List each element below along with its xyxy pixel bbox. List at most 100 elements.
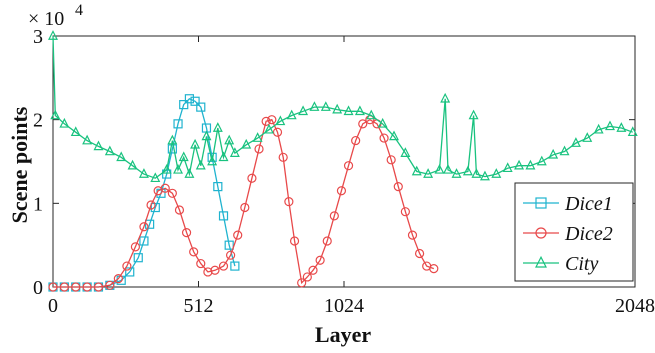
data-point [203, 267, 213, 277]
data-point [423, 168, 434, 178]
data-point [59, 282, 69, 292]
data-point [71, 282, 81, 292]
data-point [59, 117, 70, 128]
data-point [240, 202, 250, 213]
data-point [173, 119, 183, 129]
series-layer [48, 30, 638, 292]
legend-box [514, 182, 634, 282]
data-point [440, 92, 451, 103]
data-point [429, 263, 439, 274]
x-tick-label: 2048 [615, 295, 655, 317]
data-point [393, 182, 403, 192]
series-city [48, 30, 638, 183]
data-point [329, 211, 339, 221]
data-point [479, 170, 490, 181]
data-point [627, 126, 638, 137]
legend-item-dice2: Dice2 [523, 223, 613, 245]
data-point [298, 105, 309, 116]
data-point [365, 115, 375, 125]
data-point [559, 145, 570, 156]
data-point [196, 258, 206, 269]
legend-item-city: City [523, 253, 598, 275]
data-point [261, 116, 271, 126]
data-point [407, 230, 418, 240]
data-point [308, 265, 318, 275]
data-point [178, 151, 189, 162]
data-point [315, 255, 325, 265]
series-dice2 [48, 115, 439, 292]
data-point [366, 109, 377, 120]
y-tick-label: 2 [33, 110, 43, 132]
legend: Dice1 Dice2 City [514, 182, 634, 282]
data-point [247, 173, 257, 183]
x-tick-label: 512 [184, 295, 214, 317]
data-point [379, 133, 389, 143]
data-point [343, 105, 354, 116]
data-point [502, 162, 513, 173]
data-point [189, 247, 199, 257]
data-point [224, 240, 234, 250]
plot-area: 0 512 1024 2048 0 1 2 3 [33, 26, 655, 317]
data-point [146, 200, 156, 210]
data-point [145, 219, 155, 229]
series-line [53, 98, 236, 288]
data-point [213, 182, 223, 192]
data-point [122, 261, 132, 271]
data-point [278, 152, 288, 162]
data-point [535, 227, 547, 239]
data-point [224, 134, 235, 145]
data-point [462, 165, 473, 176]
data-point [241, 138, 252, 149]
data-point [179, 100, 189, 110]
data-point [267, 115, 277, 125]
legend-label: Dice2 [564, 223, 613, 245]
data-point [113, 274, 123, 284]
data-point [289, 236, 300, 246]
data-point [535, 197, 547, 209]
y-axis-title: Scene points [7, 106, 32, 223]
data-point [332, 103, 343, 114]
data-point [139, 222, 149, 232]
data-point [309, 101, 320, 111]
series-line [52, 35, 633, 179]
data-point [50, 109, 61, 120]
data-point [616, 122, 627, 132]
data-point [104, 145, 115, 156]
data-point [414, 248, 425, 259]
data-point [93, 140, 104, 151]
data-point [184, 168, 195, 178]
y-tick-label: 3 [33, 26, 43, 48]
data-point [82, 134, 93, 145]
x-tick-label: 0 [48, 295, 58, 317]
x-tick-label: 1024 [324, 295, 364, 317]
data-point [167, 144, 177, 154]
data-point [173, 163, 184, 174]
data-point [161, 163, 172, 174]
data-point [593, 123, 604, 134]
data-point [377, 117, 388, 128]
data-point [386, 155, 396, 165]
data-point [254, 144, 264, 154]
data-point [233, 230, 243, 240]
legend-label: City [565, 253, 598, 275]
y-exponent-power: 4 [75, 2, 83, 19]
data-point [272, 127, 283, 137]
data-point [105, 280, 115, 290]
y-tick-label: 1 [33, 193, 43, 215]
data-point [212, 122, 223, 132]
data-point [400, 147, 411, 157]
data-point [320, 101, 331, 111]
data-point [286, 109, 297, 120]
data-point [582, 132, 593, 142]
data-point [226, 250, 236, 260]
y-tick-label: 0 [33, 277, 43, 299]
data-point [536, 155, 547, 166]
data-point [93, 282, 104, 292]
data-point [411, 165, 422, 176]
data-point [358, 119, 368, 129]
data-point [48, 282, 58, 292]
legend-item-dice1: Dice1 [523, 193, 613, 215]
data-point [127, 159, 138, 170]
data-point [302, 272, 312, 282]
